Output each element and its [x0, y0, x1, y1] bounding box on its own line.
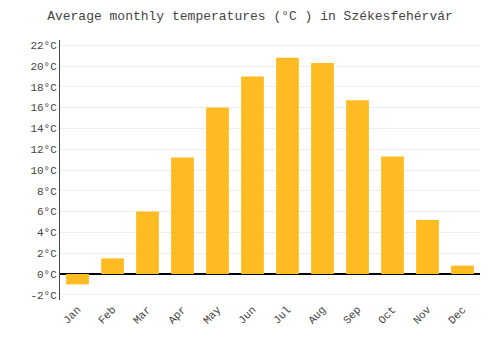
svg-text:Apr: Apr [166, 304, 188, 326]
svg-text:Jun: Jun [236, 304, 258, 326]
svg-text:Feb: Feb [96, 304, 118, 326]
svg-text:Jul: Jul [271, 304, 293, 326]
svg-text:4°C: 4°C [37, 227, 57, 239]
svg-text:Oct: Oct [376, 304, 398, 326]
svg-text:10°C: 10°C [30, 165, 57, 177]
svg-text:2°C: 2°C [37, 248, 57, 260]
svg-text:Average monthly temperatures (: Average monthly temperatures (°C ) in Sz… [47, 9, 453, 24]
svg-text:Jan: Jan [61, 304, 83, 326]
svg-text:Nov: Nov [411, 304, 434, 327]
svg-text:6°C: 6°C [37, 206, 57, 218]
svg-text:May: May [201, 304, 224, 327]
svg-text:0°C: 0°C [37, 269, 57, 281]
svg-text:-2°C: -2°C [30, 290, 57, 302]
svg-text:18°C: 18°C [30, 82, 57, 94]
svg-text:16°C: 16°C [30, 102, 57, 114]
svg-text:8°C: 8°C [37, 186, 57, 198]
svg-text:22°C: 22°C [30, 40, 57, 52]
svg-text:Aug: Aug [306, 304, 328, 326]
svg-text:20°C: 20°C [30, 61, 57, 73]
svg-text:12°C: 12°C [30, 144, 57, 156]
svg-text:Mar: Mar [131, 304, 153, 326]
svg-text:Sep: Sep [341, 304, 363, 326]
svg-text:14°C: 14°C [30, 123, 57, 135]
svg-text:Dec: Dec [446, 304, 468, 326]
